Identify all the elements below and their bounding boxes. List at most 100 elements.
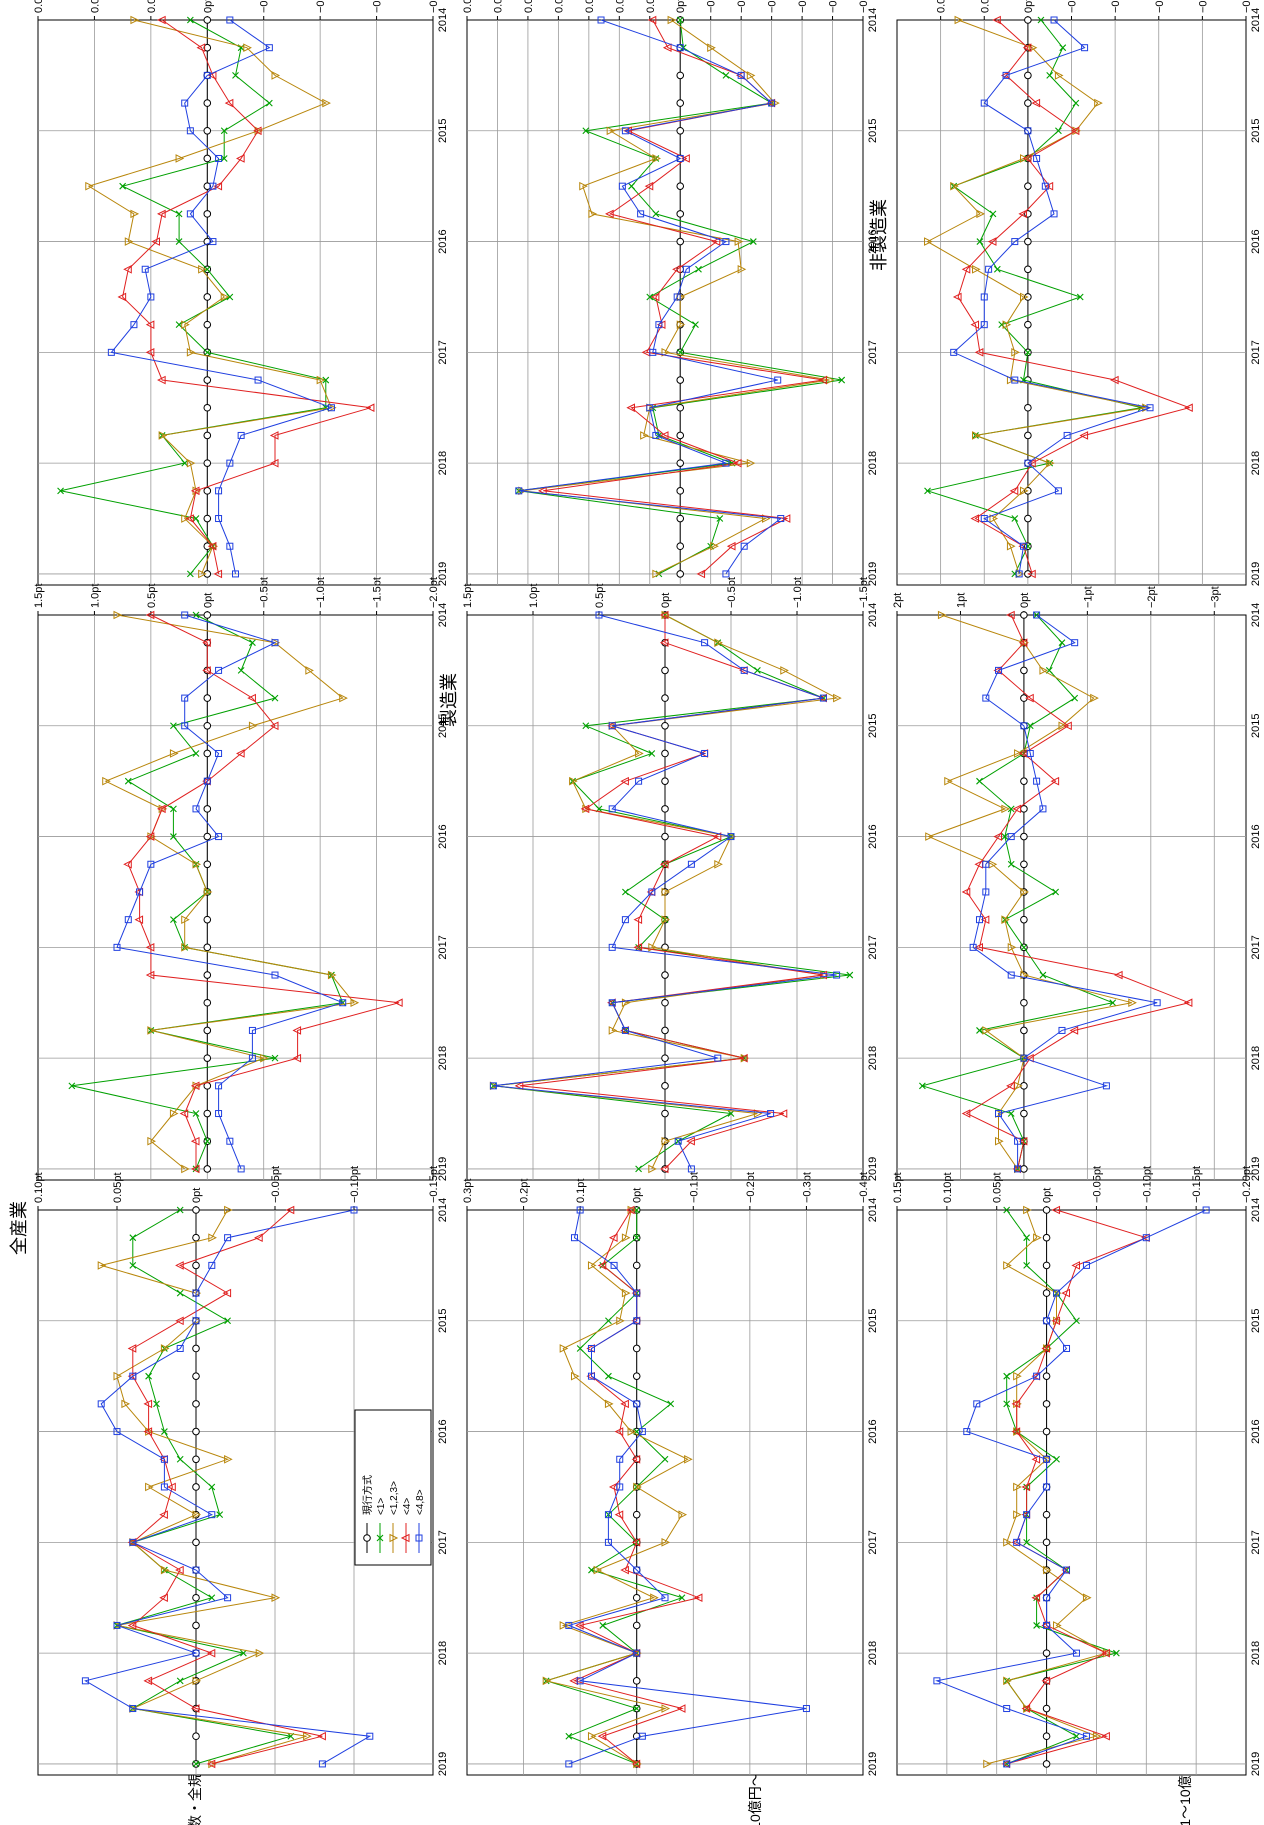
data-point-2	[989, 514, 999, 523]
data-point-4	[587, 1372, 595, 1380]
time-tick-label: 2014	[437, 1198, 449, 1222]
data-point-2	[559, 1344, 569, 1353]
data-point-2	[652, 569, 661, 579]
data-point-2	[147, 1136, 156, 1146]
data-point-2	[684, 1454, 693, 1464]
data-point-4	[1002, 71, 1010, 79]
data-point-4	[254, 376, 262, 384]
data-point-4	[633, 1317, 641, 1325]
data-point-4	[1020, 1054, 1028, 1062]
data-point-0	[1020, 1026, 1028, 1035]
data-point-0	[1042, 1538, 1051, 1547]
series-line-3	[965, 614, 1191, 1170]
data-point-2	[1001, 804, 1010, 814]
data-point-4	[638, 1732, 646, 1740]
data-point-0	[676, 542, 685, 551]
data-point-0	[203, 943, 212, 952]
data-point-4	[621, 1026, 629, 1034]
value-tick-label: 0pt	[1042, 1188, 1054, 1203]
time-tick-label: 2016	[867, 824, 879, 848]
data-point-3	[175, 1316, 184, 1326]
data-point-4	[1043, 1621, 1051, 1629]
value-tick-label: 0pt	[1019, 593, 1031, 608]
data-point-4	[740, 666, 748, 674]
data-point-0	[203, 43, 212, 52]
data-point-2	[1094, 98, 1103, 108]
data-point-4	[722, 238, 730, 246]
data-point-1	[124, 777, 132, 785]
data-point-0	[192, 1455, 200, 1464]
data-point-1	[633, 1206, 641, 1214]
data-point-4	[203, 71, 211, 79]
data-point-0	[661, 666, 669, 675]
data-point-1	[976, 777, 983, 785]
data-point-4	[1039, 805, 1047, 813]
data-point-2	[1039, 666, 1049, 675]
data-point-0	[1042, 1649, 1051, 1657]
value-tick-label: 1.0pt	[89, 584, 101, 608]
data-point-1	[175, 321, 183, 329]
data-point-4	[1050, 210, 1058, 218]
data-point-4	[637, 210, 645, 218]
time-tick-label: 2019	[437, 1157, 449, 1181]
data-point-2	[606, 126, 616, 136]
value-tick-label: 0.10pt	[942, 1172, 954, 1203]
data-point-2	[121, 1399, 131, 1409]
data-point-2	[1013, 1371, 1022, 1381]
data-point-1	[918, 1082, 926, 1090]
data-point-4	[1081, 44, 1089, 52]
time-tick-label: 2016	[867, 229, 879, 253]
data-point-1	[692, 321, 699, 329]
data-point-4	[271, 971, 279, 979]
data-point-2	[954, 15, 964, 25]
data-point-0	[203, 749, 212, 758]
data-point-3	[213, 569, 223, 579]
data-point-1	[170, 722, 177, 730]
data-point-2	[1002, 320, 1012, 329]
data-point-2	[113, 610, 123, 620]
data-point-4	[618, 182, 626, 190]
data-point-2	[208, 1233, 217, 1243]
data-point-1	[582, 722, 590, 730]
data-point-0	[203, 320, 212, 329]
data-point-3	[726, 541, 736, 551]
data-point-2	[339, 693, 348, 703]
data-point-0	[661, 832, 669, 841]
data-point-0	[661, 1054, 669, 1062]
data-point-1	[582, 127, 590, 135]
data-point-0	[632, 1261, 641, 1270]
data-point-0	[676, 210, 685, 218]
data-point-4	[682, 265, 690, 273]
legend: 現行方式 <1> <1,2,3> <4> <4,8>	[354, 1409, 432, 1566]
data-point-4	[176, 1344, 184, 1352]
data-point-2	[678, 1510, 688, 1519]
data-point-4	[186, 210, 194, 218]
data-point-4	[1033, 154, 1041, 162]
time-tick-label: 2017	[437, 340, 449, 364]
data-point-0	[1024, 182, 1032, 190]
data-point-4	[1015, 570, 1023, 578]
data-point-1	[203, 348, 211, 356]
time-tick-label: 2017	[437, 1530, 449, 1554]
data-point-3	[605, 209, 614, 219]
series-line-2	[104, 614, 355, 1170]
data-point-2	[924, 237, 933, 246]
value-tick-label: 0.06pt	[492, 0, 504, 13]
data-point-3	[662, 43, 672, 53]
data-point-3	[317, 1731, 326, 1741]
data-point-3	[1022, 154, 1032, 163]
time-tick-label: 2014	[867, 1198, 879, 1222]
chart-panel-2-2: 0.15pt 0.10pt 0.05pt 0pt −0.05pt −0.10pt −0.15…	[892, 1166, 1262, 1776]
data-point-0	[1020, 860, 1028, 869]
data-point-2	[1006, 541, 1016, 551]
time-tick-label: 2018	[437, 451, 449, 475]
data-point-3	[224, 98, 234, 108]
data-point-4	[181, 722, 189, 730]
series-line-2	[926, 19, 1146, 575]
data-point-2	[652, 154, 661, 163]
data-point-4	[1142, 1234, 1150, 1242]
data-point-4	[1003, 1760, 1011, 1768]
data-point-0	[203, 99, 212, 107]
data-point-1	[175, 210, 183, 218]
data-point-4	[661, 1594, 669, 1602]
